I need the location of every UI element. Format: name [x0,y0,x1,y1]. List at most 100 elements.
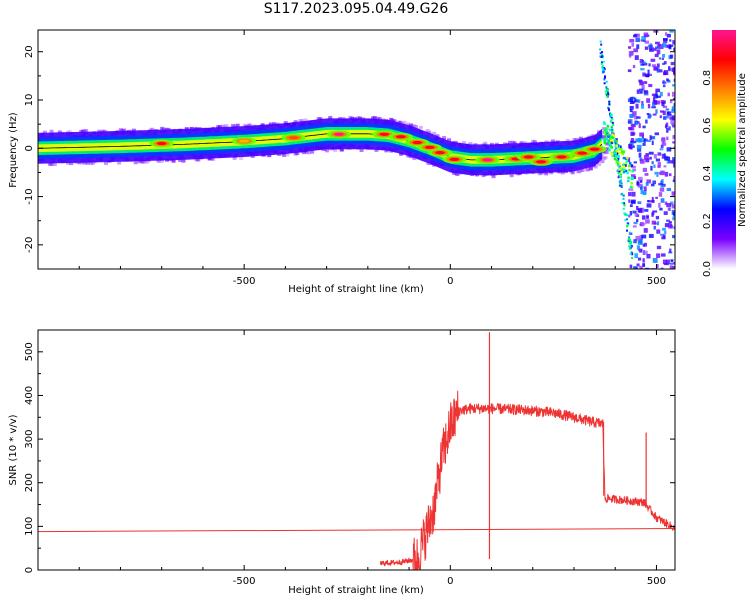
streak-cell [628,242,631,245]
streak-cell [605,92,608,95]
scatter-cell [646,179,652,184]
streak-cell [610,151,614,155]
scatter-cell [631,100,636,104]
streak-cell [604,75,607,78]
scatter-cell [660,267,664,269]
scatter-cell [655,88,661,93]
y-axis-label-top: Frequency (Hz) [8,112,19,188]
streak-cell [618,165,622,169]
streak-cell [612,140,616,143]
streak-cell [603,67,606,70]
scatter-cell [668,225,673,229]
chart-title: S117.2023.095.04.49.G26 [263,1,449,17]
scatter-cell [667,111,670,115]
scatter-cell [655,158,661,162]
streak-cell [617,157,620,160]
streak-cell [615,149,619,153]
scatter-cell [637,207,643,213]
scatter-cell [651,93,656,97]
hotspot-core [523,155,534,159]
scatter-cell [635,37,640,43]
scatter-cell [663,116,667,120]
scatter-cell [642,125,646,129]
scatter-cell [652,180,657,185]
spectrogram-cell [324,149,329,153]
streak-cell [603,78,606,81]
colorbar-fill [712,30,736,269]
scatter-cell [661,137,666,141]
streak-cell [603,137,606,140]
spectrogram-cell [600,152,605,156]
spectrogram-cell [293,120,298,124]
scatter-cell [629,38,635,43]
scatter-cell [631,191,636,197]
scatter-cell [661,57,664,61]
scatter-cell [642,250,648,255]
scatter-cell [641,100,644,106]
spectrogram-cell [418,125,423,129]
streak-cell [617,164,620,167]
y-tick-label-bottom: 400 [24,386,35,405]
spectrogram-cell [49,129,54,133]
scatter-cell [646,98,651,103]
scatter-cell [632,210,637,214]
streak-cell [613,157,617,161]
scatter-cell [652,210,658,213]
scatter-cell [637,201,642,205]
scatter-cell [673,78,675,82]
scatter-cell [671,259,674,263]
scatter-cell [648,233,654,238]
scatter-cell [673,47,675,52]
streak-cell [618,180,621,183]
scatter-cell [664,124,668,129]
scatter-cell [668,44,672,49]
scatter-cell [657,152,662,156]
spectrogram-cell [49,162,54,166]
spectrogram-cell [184,126,189,130]
scatter-cell [633,239,637,244]
streak-cell [615,159,619,162]
scatter-cell [658,202,661,208]
streak-cell [605,130,609,134]
spectrogram-cell [156,159,161,163]
spectrogram-cell [232,156,237,160]
scatter-cell [633,97,637,102]
streak-cell [627,164,631,168]
scatter-cell [664,155,668,161]
scatter-cell [628,199,631,203]
streak-cell [610,135,613,139]
scatter-cell [651,220,656,225]
x-tick-label-bottom: 0 [447,576,453,587]
scatter-cell [658,57,662,60]
spectrogram-cell [122,128,127,132]
scatter-cell [634,213,639,217]
scatter-cell [657,162,661,167]
scatter-cell [672,124,675,128]
streak-cell [606,90,609,93]
streak-cell [622,207,625,210]
streak-cell [616,152,619,155]
streak-cell [619,148,623,151]
scatter-cell [637,257,642,261]
scatter-cell [663,61,667,65]
streak-cell [615,140,618,143]
hotspot-core [449,157,460,161]
streak-cell [611,128,614,131]
streak-cell [603,139,607,142]
scatter-cell [656,100,660,105]
streak-cell [624,162,628,166]
streak-cell [614,155,618,159]
scatter-cell [641,234,647,239]
scatter-cell [639,159,645,164]
scatter-cell [666,219,670,222]
scatter-cell [637,183,643,188]
spectrogram-cell [171,159,176,163]
hotspot-core [482,158,493,162]
scatter-cell [653,164,656,168]
streak-cell [604,90,607,93]
spectrogram-cell [374,148,379,152]
scatter-cell [633,33,637,37]
scatter-cell [670,119,675,124]
scatter-cell [652,257,658,263]
scatter-cell [628,188,634,191]
